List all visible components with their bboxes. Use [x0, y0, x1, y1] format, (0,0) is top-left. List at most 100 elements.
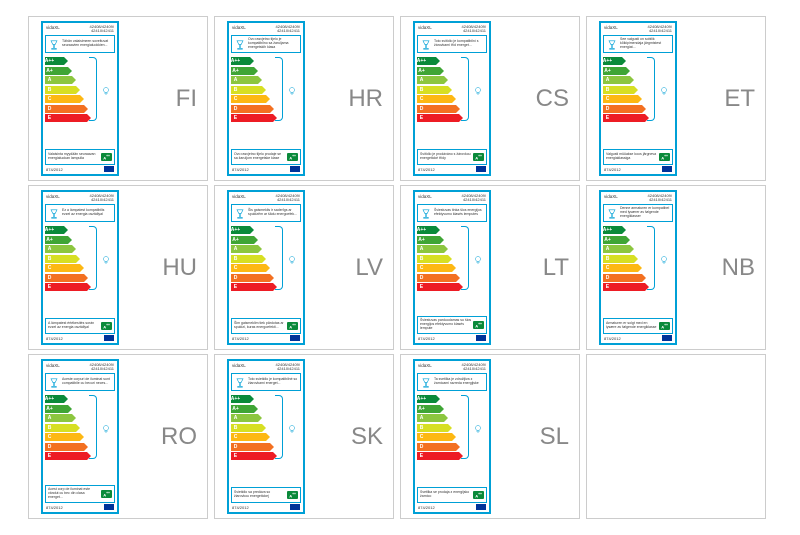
energy-bar-A: A	[231, 414, 273, 422]
eu-flag-icon	[290, 335, 300, 341]
energy-bar-A: A	[417, 76, 459, 84]
energy-bars: A++A+ABCDE	[417, 57, 459, 147]
label-header: vidaXL42408/42409/42410/42411	[417, 194, 487, 202]
energy-badge: A++	[101, 490, 112, 498]
energy-bar-C: C	[45, 433, 87, 441]
grid-cell-ET: vidaXL42408/42409/42410/42411See valgust…	[586, 16, 766, 181]
energy-bar-A++: A++	[231, 57, 273, 65]
energy-bars: A++A+ABCDE	[45, 226, 87, 316]
energy-label: vidaXL42408/42409/42410/42411 Šviestuvas …	[413, 190, 491, 345]
energy-bar-D: D	[231, 105, 273, 113]
chart-area: A++A+ABCDE	[45, 224, 115, 318]
energy-label: vidaXL42408/42409/42410/42411 Ovo rasvjet…	[227, 21, 305, 176]
country-code: LT	[543, 254, 569, 282]
energy-bar-D: D	[231, 443, 273, 451]
energy-label: vidaXL42408/42409/42410/42411 Toto svieti…	[227, 359, 305, 514]
energy-label: vidaXL42408/42409/42410/42411Ez a lámpat…	[41, 190, 119, 345]
lamp-icon	[48, 377, 60, 389]
energy-label: vidaXL42408/42409/42410/42411Tähän valai…	[41, 21, 119, 176]
brand-text: vidaXL	[232, 194, 246, 202]
lamp-icon	[48, 39, 60, 51]
model-text: 42408/42409/42410/42411	[90, 363, 114, 371]
label-header: vidaXL 42408/42409/42410/42411	[45, 363, 115, 371]
footer-info-box: Armaturen er solgt med en lysære av følg…	[603, 318, 673, 334]
energy-bar-B: B	[417, 424, 459, 432]
regulation-text: 874/2012	[604, 167, 621, 172]
brace	[89, 395, 97, 459]
energy-bar-E: E	[417, 452, 459, 460]
lamp-icon	[606, 208, 618, 220]
bottom-row: 874/2012	[417, 334, 487, 341]
eu-flag-icon	[104, 504, 114, 510]
energy-bar-A++: A++	[417, 57, 459, 65]
footer-text: Valaisinta myydään seuraavan energialuok…	[48, 153, 99, 161]
energy-badge: A++	[659, 153, 670, 161]
energy-bar-E: E	[231, 114, 273, 122]
eu-flag-icon	[290, 504, 300, 510]
grid-cell-SK: vidaXL42408/42409/42410/42411 Toto svieti…	[214, 354, 394, 519]
energy-bar-D: D	[45, 274, 87, 282]
grid-cell-HR: vidaXL42408/42409/42410/42411 Ovo rasvjet…	[214, 16, 394, 181]
country-code: HR	[348, 85, 383, 113]
bulb-icon	[101, 424, 111, 434]
brand-text: vidaXL	[418, 194, 432, 202]
country-code: HU	[162, 254, 197, 282]
energy-bar-C: C	[231, 95, 273, 103]
footer-text: Svítidlo je prodáváno s žárovkou energet…	[420, 153, 471, 161]
grid-cell-NB: vidaXL42408/42409/42410/42411Denne armat…	[586, 185, 766, 350]
brand-text: vidaXL	[46, 363, 60, 371]
model-text: 42408/42409/42410/42411	[276, 194, 300, 202]
country-code: CS	[536, 85, 569, 113]
top-info-box: Ovo rasvjetno tijelo je kompatibilno sa …	[231, 35, 301, 53]
footer-info-box: Svietidlo sa predáva so žiarovkou energe…	[231, 487, 301, 503]
label-grid: vidaXL 42408/42409/42410/42411 Tähän valai…	[0, 0, 800, 535]
energy-bar-E: E	[603, 283, 645, 291]
top-info-box: Tähän valaisimeen soveltuvat seuraavien …	[45, 35, 115, 53]
energy-bars: A++A+ABCDE	[231, 57, 273, 147]
eu-flag-icon	[476, 335, 486, 341]
label-header: vidaXL42408/42409/42410/42411	[417, 363, 487, 371]
top-info-box: See valgusti on sobilik kõikipimendaja j…	[603, 35, 673, 53]
label-header: vidaXL42408/42409/42410/42411	[231, 25, 301, 33]
chart-area: A++A+ABCDE	[231, 55, 301, 149]
footer-info-box: Svetilka se prodaja z energijsko žarnico…	[417, 487, 487, 503]
top-info-text: Toto svítidlo je kompatibilní s žárovkam…	[434, 40, 484, 48]
label-header: vidaXL42408/42409/42410/42411	[231, 363, 301, 371]
top-info-box: Ta svetilka je združljiva z žarnicami ra…	[417, 373, 487, 391]
top-info-box: Toto svietidlo je kompatibilné so žiarov…	[231, 373, 301, 391]
energy-label: vidaXL42408/42409/42410/42411See valgust…	[599, 21, 677, 176]
country-code: NB	[722, 254, 755, 282]
energy-bar-D: D	[417, 105, 459, 113]
brand-text: vidaXL	[46, 25, 60, 33]
bulb-icon	[473, 424, 483, 434]
energy-bar-B: B	[45, 424, 87, 432]
energy-bar-B: B	[45, 86, 87, 94]
top-info-box: Šviestuvas tinka šios energijos efektyvu…	[417, 204, 487, 222]
energy-bar-A: A	[231, 76, 273, 84]
regulation-text: 874/2012	[418, 336, 435, 341]
regulation-text: 874/2012	[232, 505, 249, 510]
regulation-text: 874/2012	[46, 167, 63, 172]
energy-bar-C: C	[603, 95, 645, 103]
footer-text: Acest corp de iluminat este vândut cu be…	[48, 488, 99, 500]
energy-bar-A+: A+	[231, 405, 273, 413]
model-text: 42408/42409/42410/42411	[90, 194, 114, 202]
country-code: SK	[351, 423, 383, 451]
bottom-row: 874/2012	[45, 334, 115, 341]
energy-bar-A: A	[603, 76, 645, 84]
energy-bar-A: A	[603, 245, 645, 253]
grid-cell-SL: vidaXL42408/42409/42410/42411 Ta svetilka…	[400, 354, 580, 519]
lamp-icon	[234, 377, 246, 389]
brand-text: vidaXL	[232, 25, 246, 33]
energy-label: vidaXL42408/42409/42410/42411 Ta svetilka…	[413, 359, 491, 514]
energy-bar-A+: A+	[417, 236, 459, 244]
energy-bar-A+: A+	[45, 67, 87, 75]
energy-bar-B: B	[417, 255, 459, 263]
energy-label: vidaXL42408/42409/42410/42411Aceste corp…	[41, 359, 119, 514]
footer-text: Ovo rasvjetno tijelo prodaje se sa žarul…	[234, 153, 285, 161]
energy-bar-C: C	[231, 264, 273, 272]
bulb-icon	[101, 86, 111, 96]
energy-bar-C: C	[603, 264, 645, 272]
energy-bar-A++: A++	[231, 395, 273, 403]
energy-bars: A++A+ABCDE	[45, 395, 87, 483]
